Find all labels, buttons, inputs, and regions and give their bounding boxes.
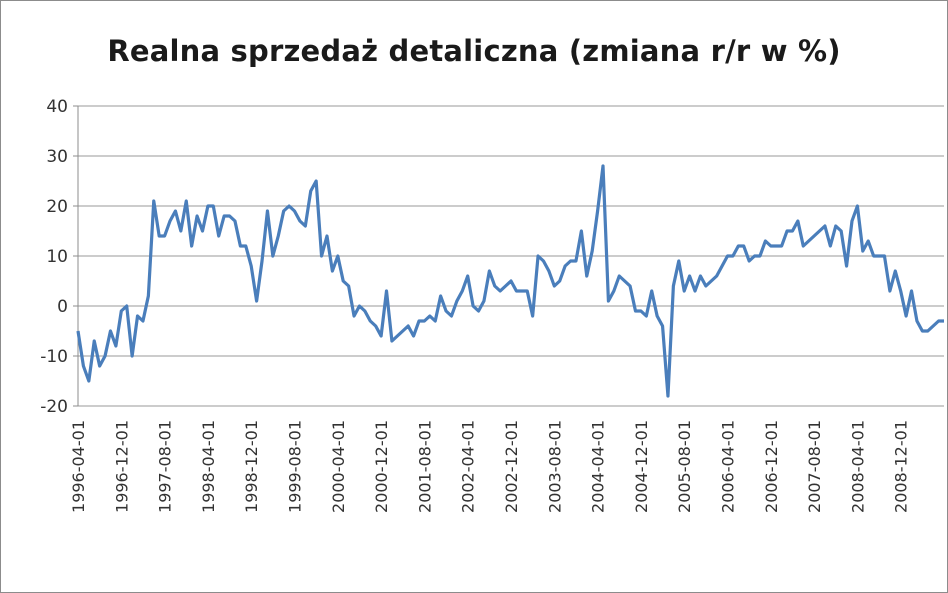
gridlines	[77, 105, 944, 407]
x-tick-label: 2004-12-01	[632, 420, 651, 513]
x-tick-label: 2006-12-01	[762, 420, 781, 513]
x-tick-label: 2008-04-01	[848, 420, 867, 513]
x-tick-label: 1996-04-01	[69, 420, 88, 513]
x-tick-label: 1998-04-01	[199, 420, 218, 513]
y-tick-label: 0	[57, 297, 68, 317]
x-tick-label: 2000-12-01	[372, 420, 391, 513]
y-tick-label: 10	[46, 247, 68, 267]
x-tick-label: 1996-12-01	[112, 420, 131, 513]
x-tick-label: 1997-08-01	[156, 420, 175, 513]
x-tick-label: 2001-08-01	[415, 420, 434, 513]
series-line	[76, 164, 944, 398]
x-tick-label: 1998-12-01	[242, 420, 261, 513]
y-tick-label: -10	[40, 347, 68, 367]
y-axis-ticks: 40 30 20 10 0 -10 -20	[40, 97, 78, 417]
x-tick-label: 2002-04-01	[459, 420, 478, 513]
y-tick-label: 30	[46, 147, 68, 167]
x-tick-label: 2002-12-01	[502, 420, 521, 513]
series-group	[76, 164, 944, 398]
x-tick-label: 2006-04-01	[719, 420, 738, 513]
x-tick-label: 2004-04-01	[589, 420, 608, 513]
x-tick-label: 2008-12-01	[892, 420, 911, 513]
y-tick-label: 20	[46, 197, 68, 217]
x-axis-ticks: 1996-04-01 1996-12-01 1997-08-01 1998-04-01…	[69, 420, 911, 513]
chart-title: Realna sprzedaż detaliczna (zmiana r/r w…	[107, 34, 841, 68]
x-tick-label: 2003-08-01	[545, 420, 564, 513]
x-tick-label: 1999-08-01	[286, 420, 305, 513]
y-tick-label: 40	[46, 97, 68, 117]
y-tick-label: -20	[40, 397, 68, 417]
x-tick-label: 2005-08-01	[675, 420, 694, 513]
x-tick-label: 2000-04-01	[329, 420, 348, 513]
x-tick-label: 2007-08-01	[805, 420, 824, 513]
